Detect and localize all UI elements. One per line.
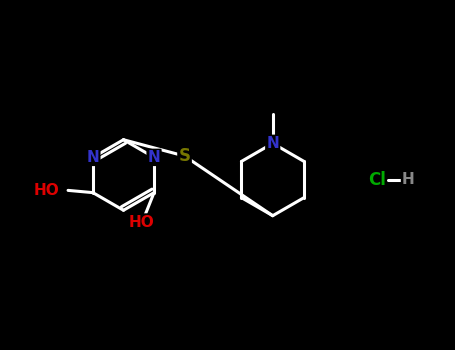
Text: N: N xyxy=(86,150,99,165)
Text: N: N xyxy=(148,150,161,165)
Text: N: N xyxy=(266,136,279,151)
Text: HO: HO xyxy=(33,183,59,198)
Text: S: S xyxy=(178,147,191,165)
Text: H: H xyxy=(402,172,415,187)
Text: HO: HO xyxy=(128,215,154,230)
Text: Cl: Cl xyxy=(368,170,386,189)
